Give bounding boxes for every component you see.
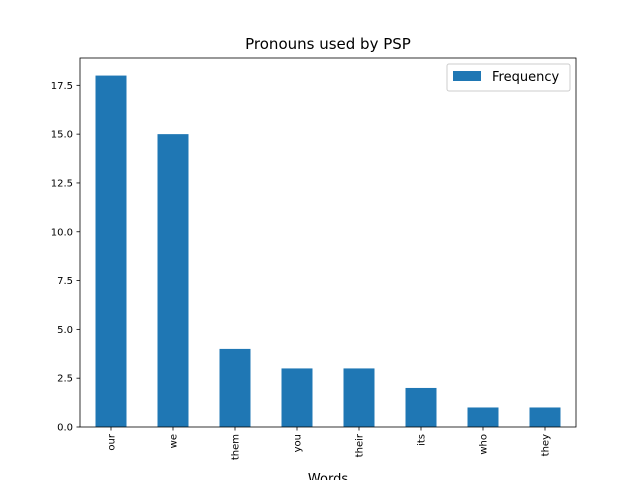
bar-you [281,368,313,427]
x-tick-label-our: our [107,433,118,450]
y-tick-label: 10.0 [51,227,73,238]
chart-title: Pronouns used by PSP [245,35,411,53]
bar-our [95,75,127,428]
y-tick-label: 0.0 [57,423,73,434]
plot-frame [79,57,577,428]
x-tick-label-its: its [417,434,428,446]
bar-them [219,348,251,427]
y-axis: 0.0 2.5 5.0 7.5 10.0 12.5 15.0 17.5 [51,81,80,434]
bar-they [529,407,561,427]
bars-group [95,75,561,428]
x-tick-label-we: we [169,434,180,448]
x-axis: our we them you their its who they [107,427,552,460]
x-tick-label-who: who [479,434,490,455]
legend-label-frequency: Frequency [492,70,559,85]
x-tick-label-their: their [355,433,366,457]
x-tick-label-they: they [541,434,552,456]
bar-who [467,407,499,427]
bar-we [157,134,189,427]
y-tick-label: 12.5 [51,178,73,189]
y-tick-label: 2.5 [57,374,73,385]
y-tick-label: 5.0 [57,325,73,336]
legend: Frequency [446,63,571,92]
y-tick-label: 7.5 [57,276,73,287]
y-tick-label: 17.5 [51,81,73,92]
bar-its [405,387,437,427]
legend-swatch-frequency [453,71,481,81]
legend-frame [446,63,571,92]
bar-their [343,368,375,427]
y-tick-label: 15.0 [51,130,73,141]
x-axis-label: Words [308,472,348,480]
x-tick-label-you: you [293,434,304,452]
x-tick-label-them: them [231,434,242,460]
